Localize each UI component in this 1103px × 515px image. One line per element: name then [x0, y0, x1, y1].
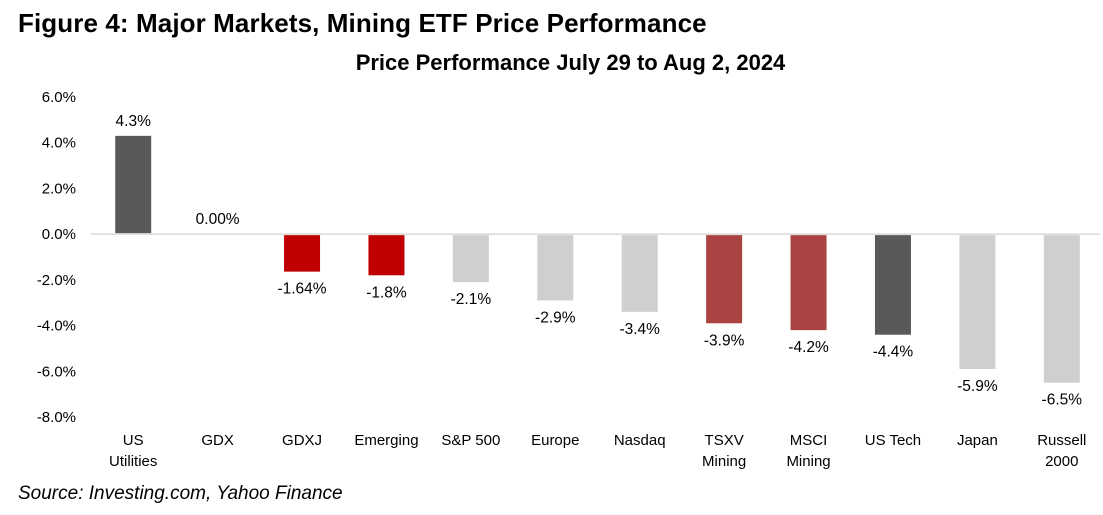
y-tick-label: 0.0%: [42, 226, 76, 243]
x-tick-label: Japan: [957, 432, 998, 449]
bar: [537, 235, 574, 301]
data-label: -4.2%: [788, 339, 829, 356]
x-tick-label: Russell: [1037, 432, 1086, 449]
data-label: -3.9%: [704, 332, 745, 349]
y-tick-label: 6.0%: [42, 89, 76, 106]
data-labels: 4.3% 0.00% -1.64% -1.8% -2.1% -2.9% -3.4% -3.9%…: [116, 113, 1083, 409]
bar: [368, 235, 405, 276]
bar: [452, 235, 489, 283]
bar: [621, 235, 658, 312]
data-label: -2.1%: [451, 291, 492, 308]
data-label: -6.5%: [1042, 392, 1083, 409]
y-tick-label: -4.0%: [37, 318, 76, 335]
bar: [959, 235, 996, 369]
x-tick-label: Mining: [702, 453, 746, 470]
data-label: 4.3%: [116, 113, 152, 130]
data-label: 0.00%: [196, 211, 240, 228]
x-tick-label: TSXV: [705, 432, 744, 449]
x-tick-label: Europe: [531, 432, 579, 449]
figure-title: Figure 4: Major Markets, Mining ETF Pric…: [18, 8, 707, 38]
chart-title: Price Performance July 29 to Aug 2, 2024: [355, 50, 786, 75]
data-label: -2.9%: [535, 309, 576, 326]
y-tick-label: 4.0%: [42, 135, 76, 152]
y-axis: 6.0% 4.0% 2.0% 0.0% -2.0% -4.0% -6.0% -8.0%: [37, 89, 76, 426]
x-tick-label: MSCI: [790, 432, 828, 449]
data-label: -1.64%: [277, 281, 326, 298]
x-tick-label: US Tech: [865, 432, 921, 449]
x-tick-label: Nasdaq: [614, 432, 666, 449]
bar: [874, 235, 911, 335]
bar: [706, 235, 743, 324]
data-label: -1.8%: [366, 284, 407, 301]
x-tick-label: 2000: [1045, 453, 1078, 470]
bar: [284, 235, 321, 272]
data-label: -3.4%: [619, 321, 660, 338]
y-tick-label: 2.0%: [42, 180, 76, 197]
x-axis: US Utilities GDX GDXJ Emerging S&P 500 Europe N…: [109, 432, 1086, 470]
x-tick-label: GDXJ: [282, 432, 322, 449]
x-tick-label: Mining: [786, 453, 830, 470]
x-tick-label: US: [123, 432, 144, 449]
y-tick-label: -6.0%: [37, 363, 76, 380]
x-tick-label: Utilities: [109, 453, 157, 470]
source-note: Source: Investing.com, Yahoo Finance: [18, 483, 343, 504]
y-tick-label: -2.0%: [37, 272, 76, 289]
x-tick-label: Emerging: [354, 432, 418, 449]
bar: [115, 135, 152, 234]
data-label: -5.9%: [957, 378, 998, 395]
bar: [790, 235, 827, 331]
data-label: -4.4%: [873, 344, 914, 361]
x-tick-label: S&P 500: [441, 432, 500, 449]
bar: [1043, 235, 1080, 383]
y-tick-label: -8.0%: [37, 409, 76, 426]
bars: [115, 135, 1080, 383]
x-tick-label: GDX: [201, 432, 234, 449]
